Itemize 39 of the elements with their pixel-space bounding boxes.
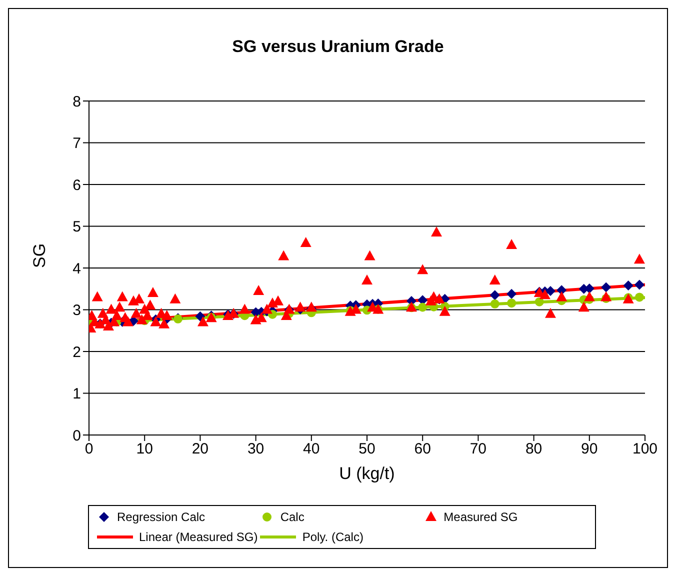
y-tick-label: 1 [72,386,81,403]
point [601,282,612,292]
legend-label: Measured SG [444,510,518,524]
y-tick-label: 8 [72,93,81,110]
y-tick-label: 2 [72,344,81,361]
point [634,292,644,302]
point [490,290,500,300]
legend-label: Linear (Measured SG) [139,530,258,544]
point [195,311,206,322]
point [506,288,517,299]
x-tick-label: 0 [84,440,94,458]
legend-label: Regression Calc [117,510,206,524]
point [490,299,500,308]
x-tick-label: 90 [581,440,598,458]
point [623,280,634,291]
x-tick-label: 20 [192,440,209,458]
y-axis-title: SG [30,243,50,268]
y-tick-label: 7 [72,135,81,152]
x-tick-label: 70 [470,440,487,458]
x-tick-label: 50 [358,440,376,458]
x-tick-label: 100 [632,440,658,458]
chart-title: SG versus Uranium Grade [231,37,445,58]
point [418,302,428,312]
x-axis-title: U (kg/t) [339,464,395,484]
x-tick-label: 10 [136,440,153,458]
point [507,298,516,308]
point [534,297,544,306]
legend-label: Calc [280,510,304,524]
y-tick-label: 6 [72,176,81,194]
point [634,280,644,290]
x-tick-label: 30 [247,440,264,458]
y-tick-label: 0 [72,427,81,444]
legend-label: Poly. (Calc) [302,530,364,544]
x-tick-label: 60 [414,440,431,458]
y-tick-label: 3 [72,302,81,320]
y-tick-label: 5 [72,218,81,236]
x-tick-label: 80 [525,440,542,458]
y-tick-label: 4 [72,260,81,278]
x-tick-label: 40 [303,440,320,458]
